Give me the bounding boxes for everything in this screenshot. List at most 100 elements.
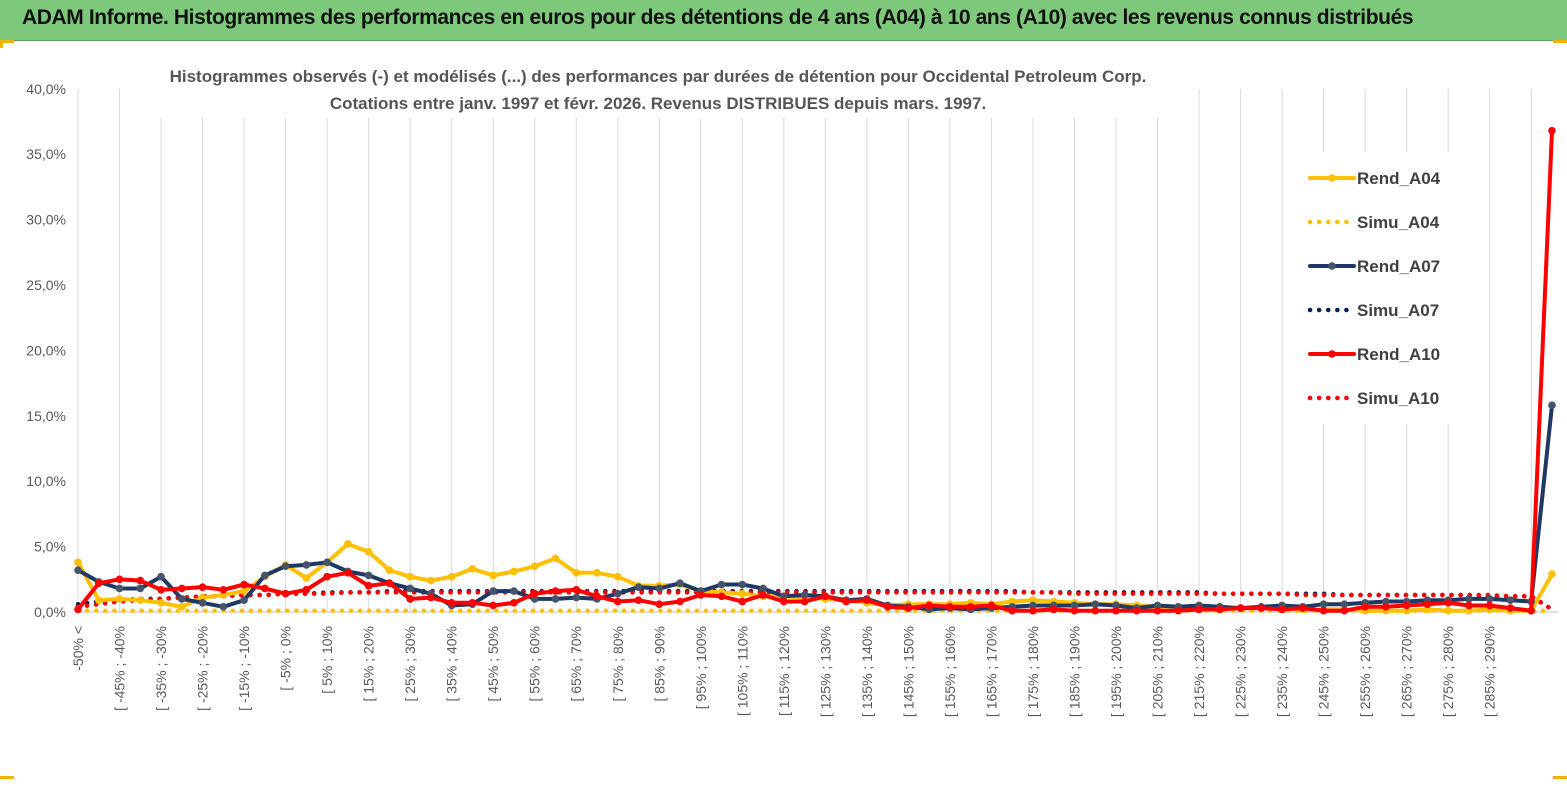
data-point <box>530 589 539 598</box>
x-tick-label: [ -15% ; -10% <box>236 626 252 711</box>
data-point <box>468 565 477 573</box>
data-point <box>385 579 394 588</box>
y-tick-label: 15,0% <box>26 408 66 424</box>
data-point <box>157 585 165 594</box>
data-point <box>344 540 352 548</box>
data-point <box>1299 604 1307 612</box>
data-point <box>1402 601 1411 610</box>
corner-mark-bottom-right <box>1553 776 1567 779</box>
data-point <box>655 584 664 593</box>
data-point <box>551 587 560 595</box>
data-point <box>1153 601 1162 610</box>
data-point <box>842 597 850 606</box>
x-tick-label: [ 285% ; 290% <box>1482 626 1498 717</box>
data-point <box>115 584 124 593</box>
x-tick-label: [ 195% ; 200% <box>1108 626 1124 717</box>
data-point <box>780 597 788 606</box>
data-point <box>1444 599 1452 607</box>
data-point <box>530 595 539 603</box>
data-point <box>800 591 809 599</box>
data-point <box>281 562 290 571</box>
data-point <box>1548 126 1556 135</box>
data-point <box>1070 606 1079 615</box>
data-point <box>759 584 767 593</box>
data-point <box>1008 597 1016 606</box>
x-tick-label: [ 15% ; 20% <box>361 626 377 702</box>
data-point <box>510 587 518 595</box>
title-background <box>152 62 1164 118</box>
x-tick-label: [ 125% ; 130% <box>817 626 833 717</box>
data-point <box>717 580 726 589</box>
data-point <box>1216 605 1224 614</box>
data-point <box>759 591 767 599</box>
data-point <box>136 576 145 585</box>
data-point <box>364 548 373 556</box>
data-point <box>302 585 311 594</box>
data-point <box>489 571 498 580</box>
data-point <box>1444 606 1452 615</box>
legend: Rend_A04 Simu_A04 Rend_A07 Simu_A07 Rend_A10… <box>1298 152 1458 424</box>
legend-marker <box>1328 174 1336 182</box>
y-tick-label: 40,0% <box>26 81 66 97</box>
data-point <box>1029 601 1037 610</box>
data-point <box>904 604 913 612</box>
data-point <box>198 593 207 602</box>
x-tick-label: [ 215% ; 220% <box>1191 626 1207 717</box>
corner-mark-bottom-left <box>0 776 14 779</box>
x-tick-label: [ 185% ; 190% <box>1066 626 1082 717</box>
data-point <box>1153 606 1162 615</box>
data-point <box>1112 606 1120 615</box>
data-point <box>302 561 311 569</box>
x-tick-label: [ -35% ; -30% <box>153 626 169 711</box>
data-point <box>613 597 622 606</box>
data-point <box>572 568 581 577</box>
y-tick-label: 0,0% <box>34 604 66 620</box>
data-point <box>406 595 414 603</box>
x-tick-label: [ 25% ; 30% <box>402 626 418 702</box>
data-point <box>551 554 560 563</box>
data-point <box>94 579 103 588</box>
data-point <box>572 593 581 602</box>
data-point <box>240 587 248 595</box>
x-tick-label: [ 45% ; 50% <box>485 626 501 702</box>
data-point <box>863 596 871 605</box>
data-point <box>530 562 539 571</box>
x-tick-label: [ 275% ; 280% <box>1440 626 1456 717</box>
histogram-chart: 0,0% 5,0% 10,0% 15,0% 20,0% 25,0% 30,0% 35,0% 40… <box>26 62 1558 717</box>
data-point <box>219 585 228 594</box>
data-point <box>1361 602 1369 611</box>
x-tick-label: [ 175% ; 180% <box>1025 626 1041 717</box>
data-point <box>717 592 726 601</box>
legend-label: Simu_A04 <box>1357 213 1440 232</box>
data-point <box>1465 606 1473 615</box>
data-point <box>1402 606 1411 615</box>
x-tick-label: [ 235% ; 240% <box>1274 626 1290 717</box>
data-point <box>261 584 269 593</box>
data-point <box>302 574 311 582</box>
data-point <box>364 582 373 590</box>
data-point <box>364 571 373 580</box>
data-point <box>1257 604 1266 612</box>
data-point <box>94 596 103 605</box>
x-tick-label: [ 55% ; 60% <box>527 626 543 702</box>
data-point <box>1029 606 1037 615</box>
y-tick-label: 20,0% <box>26 342 66 358</box>
x-tick-label: [ 225% ; 230% <box>1233 626 1249 717</box>
data-point <box>1548 570 1556 578</box>
data-point <box>676 579 684 588</box>
data-point <box>1319 600 1328 608</box>
data-point <box>655 600 664 608</box>
x-tick-label: [ 65% ; 70% <box>568 626 584 702</box>
gridlines <box>77 88 1532 612</box>
data-point <box>1382 602 1390 611</box>
data-point <box>1319 606 1328 615</box>
data-point <box>1340 606 1349 615</box>
data-point <box>1091 600 1100 608</box>
data-point <box>634 596 643 605</box>
corner-mark-top-right <box>1553 40 1567 43</box>
data-point <box>1485 601 1494 610</box>
data-point <box>240 580 248 589</box>
data-point <box>1340 600 1349 608</box>
data-point <box>1091 606 1100 615</box>
data-point <box>1527 606 1535 615</box>
